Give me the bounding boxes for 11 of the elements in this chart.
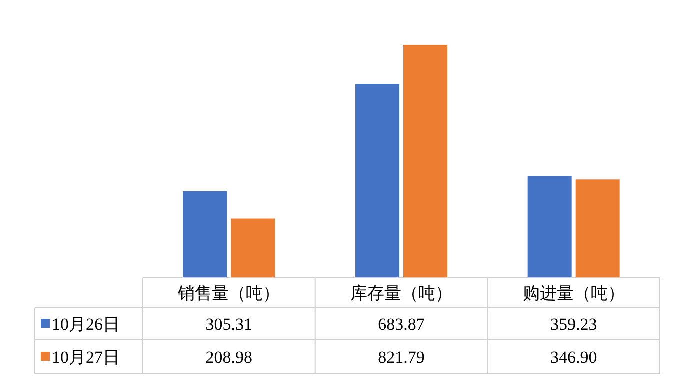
x-tick-label: 购进量（吨）	[522, 284, 625, 303]
data-label: 821.79	[378, 348, 425, 367]
data-label: 208.98	[206, 348, 253, 367]
data-label: 359.23	[550, 315, 598, 334]
data-label: 346.90	[550, 348, 598, 367]
data-label: 305.31	[206, 315, 253, 334]
x-tick-label: 库存量（吨）	[350, 284, 452, 303]
legend-label: 10月27日	[52, 348, 120, 367]
legend-label: 10月26日	[52, 315, 120, 334]
data-label: 683.87	[378, 315, 426, 334]
x-tick-label: 销售量（吨）	[177, 284, 280, 303]
